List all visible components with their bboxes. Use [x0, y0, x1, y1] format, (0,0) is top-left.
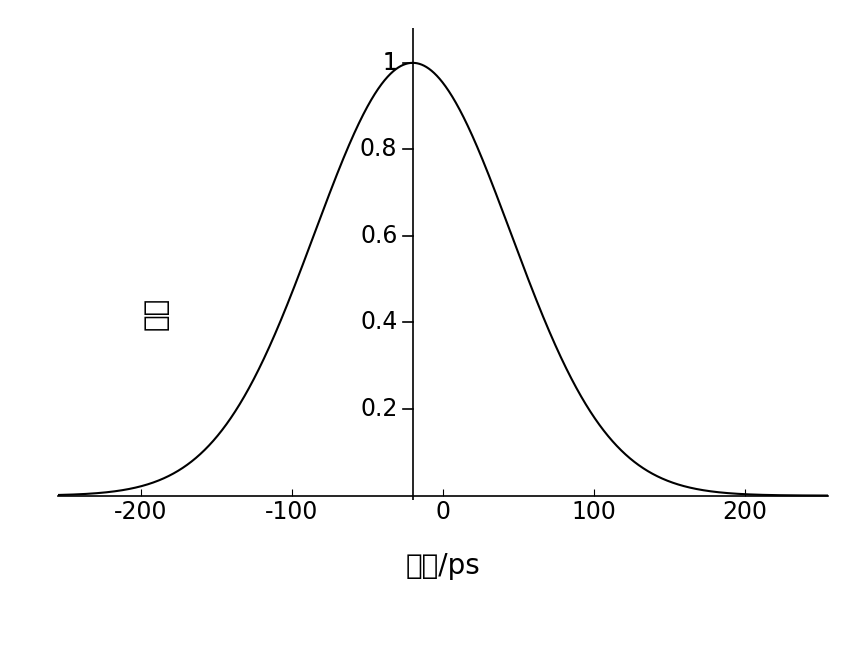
- Text: 0.2: 0.2: [360, 397, 397, 421]
- Text: 1: 1: [383, 51, 397, 75]
- X-axis label: 时间/ps: 时间/ps: [406, 552, 480, 580]
- Text: 0.8: 0.8: [360, 137, 397, 161]
- Text: 0.6: 0.6: [360, 224, 397, 248]
- Text: 0.4: 0.4: [360, 311, 397, 334]
- Text: 强度: 强度: [142, 297, 170, 330]
- Text: 1: 1: [383, 51, 397, 75]
